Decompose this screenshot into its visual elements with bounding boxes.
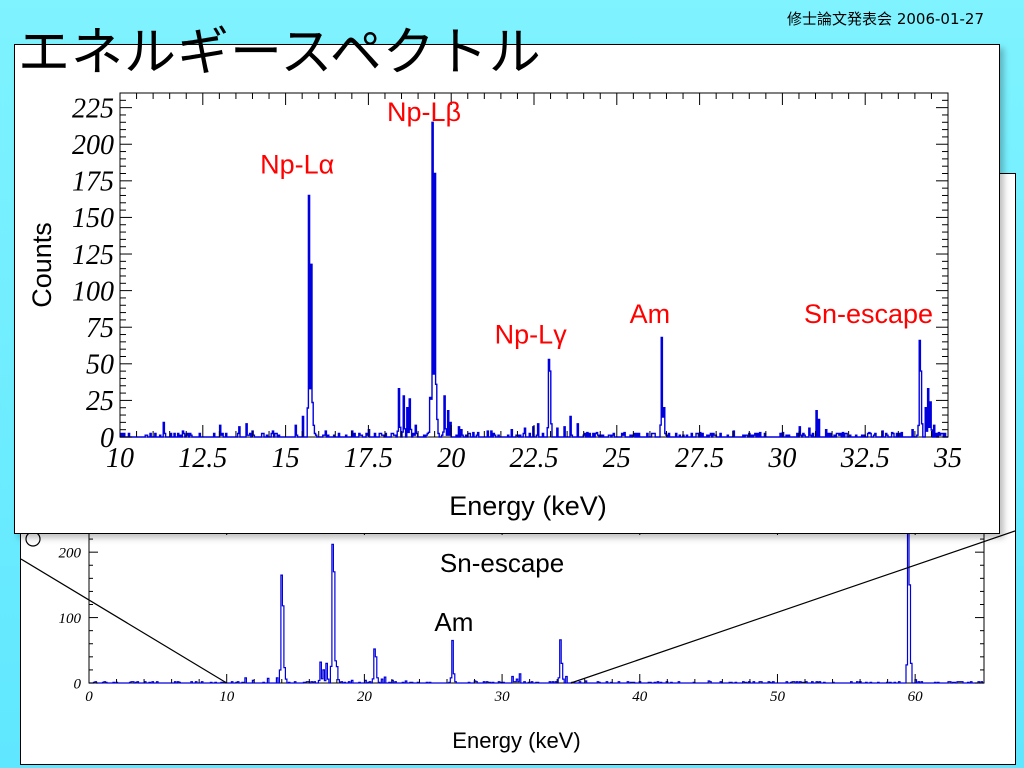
slide-title: エネルギースペクトル xyxy=(18,23,542,83)
y-tick-label: 50 xyxy=(86,350,114,381)
x-tick-label: 22.5 xyxy=(510,443,559,474)
x-tick-label: 20 xyxy=(437,443,465,474)
spectrum-trace xyxy=(120,121,948,438)
x-axis-title-zoom: Energy (keV) xyxy=(449,491,607,521)
peak-annotation: Np-Lβ xyxy=(387,97,461,127)
circle-marker xyxy=(25,531,41,547)
y-tick-label: 125 xyxy=(72,240,114,271)
x-tick-label: 35 xyxy=(933,443,962,474)
x-tick-label: 40 xyxy=(632,689,648,705)
y-tick-label: 200 xyxy=(59,545,82,561)
zoomed-spectrum-panel: 10 12.5 15 17.5 20 22.5 25 27.5 30 32.5 35 0 25 50 75 1… xyxy=(14,44,1000,534)
y-tick-label: 0 xyxy=(100,423,114,454)
y-tick-label: 175 xyxy=(72,167,114,198)
zoomed-spectrum-chart: 10 12.5 15 17.5 20 22.5 25 27.5 30 32.5 35 0 25 50 75 1… xyxy=(27,92,962,521)
peak-annotation-full: Am xyxy=(434,607,473,637)
x-tick-label: 30 xyxy=(494,689,511,705)
slide-meta: 修士論文発表会 2006-01-27 xyxy=(787,10,984,28)
plot-frame xyxy=(119,92,949,438)
x-tick-label: 0 xyxy=(85,689,93,705)
x-tick-label: 32.5 xyxy=(840,443,890,474)
y-tick-label: 25 xyxy=(86,386,114,417)
y-tick-label: 200 xyxy=(72,130,114,161)
x-tick-label: 50 xyxy=(770,689,786,705)
peak-annotation-full: Sn-escape xyxy=(440,548,564,578)
peak-annotation: Np-Lα xyxy=(260,150,334,180)
x-tick-label: 20 xyxy=(357,689,373,705)
x-tick-label: 15 xyxy=(272,443,300,474)
peak-annotation: Np-Lγ xyxy=(495,319,568,349)
y-tick-label: 0 xyxy=(74,676,82,692)
y-tick-label: 225 xyxy=(72,93,114,124)
x-tick-label: 60 xyxy=(908,689,924,705)
x-tick-label: 12.5 xyxy=(178,443,227,474)
x-axis-title-full: Energy (keV) xyxy=(452,728,580,753)
y-tick-label: 150 xyxy=(72,203,114,234)
zoom-guide-left xyxy=(21,558,228,684)
x-tick-label: 30 xyxy=(767,443,796,474)
x-tick-label: 10 xyxy=(219,689,235,705)
peak-annotation: Am xyxy=(630,299,671,329)
y-tick-label: 100 xyxy=(59,611,82,627)
y-axis-title-zoom: Counts xyxy=(27,222,57,308)
x-tick-label: 25 xyxy=(603,443,631,474)
zoom-guide-right xyxy=(570,530,1015,684)
y-tick-label: 75 xyxy=(86,313,114,344)
x-tick-label: 10 xyxy=(106,443,134,474)
x-tick-label: 27.5 xyxy=(675,443,724,474)
peak-annotation: Sn-escape xyxy=(804,299,933,329)
x-tick-label: 17.5 xyxy=(344,443,393,474)
y-tick-label: 100 xyxy=(72,276,114,307)
